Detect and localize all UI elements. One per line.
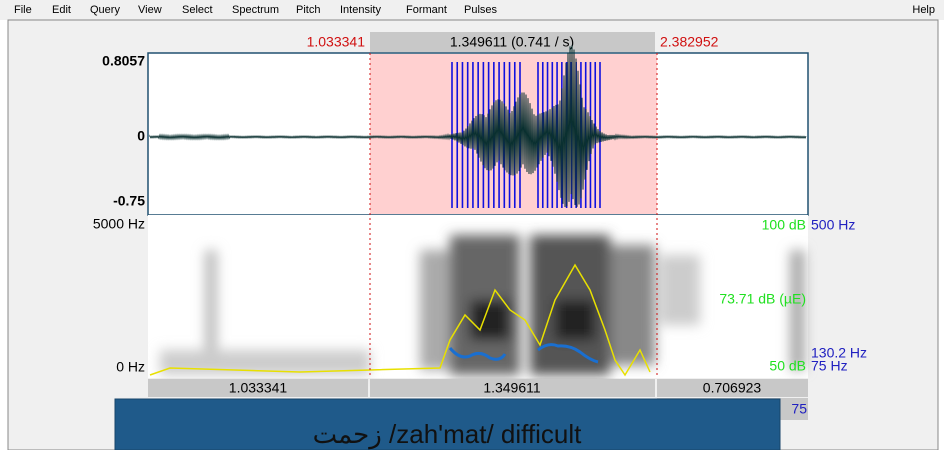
caption: زحمت /zah'mat/ difficult: [313, 419, 583, 450]
pitch-max: 500 Hz: [811, 217, 855, 233]
freq-max: 5000 Hz: [93, 216, 145, 232]
pitch-min: 75 Hz: [811, 358, 848, 374]
freq-min: 0 Hz: [116, 359, 145, 375]
left-time: 1.033341: [307, 34, 366, 50]
lower-row-label: 75: [791, 401, 807, 417]
menu-help[interactable]: Help: [912, 4, 935, 16]
duration-right-label: 0.706923: [703, 380, 762, 396]
menu-item[interactable]: Query: [90, 4, 120, 16]
menu-item[interactable]: Spectrum: [232, 4, 279, 16]
menu-item[interactable]: Intensity: [340, 4, 381, 16]
selection-time: 1.349611 (0.741 / s): [450, 34, 574, 50]
menu-item[interactable]: Formant: [406, 4, 447, 16]
menu-item[interactable]: Edit: [52, 4, 71, 16]
praat-window: File Edit Query View Select Spectrum Pitch Inte…: [0, 0, 944, 450]
right-time: 2.382952: [660, 34, 719, 50]
menu-item[interactable]: File: [14, 4, 32, 16]
menu-item[interactable]: View: [138, 4, 162, 16]
intensity-max: 100 dB: [762, 217, 806, 233]
menu-item[interactable]: Pitch: [296, 4, 320, 16]
wave-max: 0.8057: [102, 53, 145, 69]
duration-left-label: 1.033341: [229, 380, 288, 396]
wave-min: -0.75: [113, 193, 145, 209]
intensity-min: 50 dB: [769, 358, 806, 374]
duration-center-label: 1.349611: [483, 380, 541, 396]
wave-zero: 0: [137, 128, 145, 144]
menu-item[interactable]: Select: [182, 4, 213, 16]
intensity-cursor: 73.71 dB (µE): [719, 291, 806, 307]
menu-item[interactable]: Pulses: [464, 4, 498, 16]
